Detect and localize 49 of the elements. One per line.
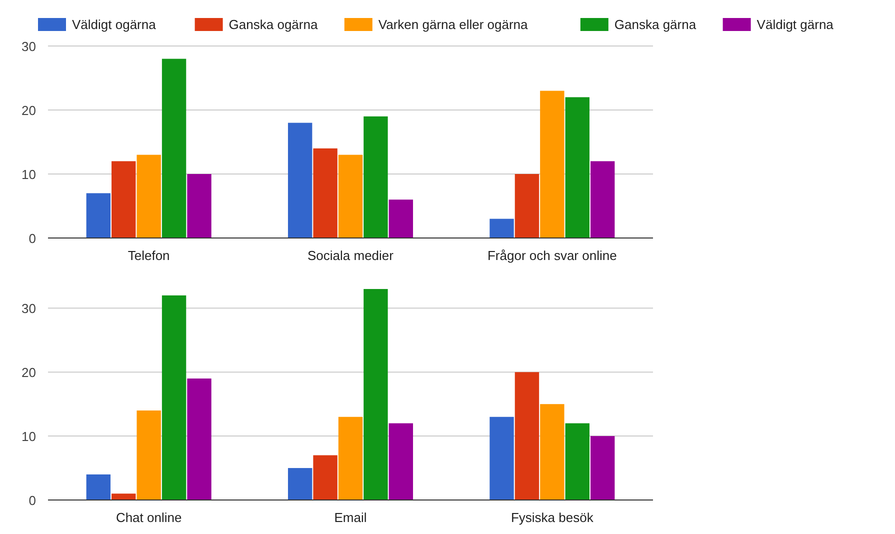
y-tick-label: 10: [22, 167, 36, 182]
bar: [313, 148, 338, 238]
bar: [540, 404, 564, 500]
bar: [565, 97, 590, 238]
x-tick-label: Email: [334, 510, 367, 525]
y-tick-label: 0: [28, 493, 36, 508]
legend-label: Väldigt gärna: [756, 17, 834, 32]
bar: [364, 289, 388, 500]
bar: [388, 423, 414, 500]
bar: [514, 174, 540, 238]
x-tick-label: Sociala medier: [308, 248, 394, 263]
bar: [288, 122, 312, 238]
bar: [490, 416, 514, 500]
y-tick-label: 30: [22, 301, 36, 316]
bar: [590, 161, 615, 238]
legend-label: Ganska ogärna: [228, 17, 318, 32]
bar: [364, 116, 388, 238]
bar: [112, 494, 136, 500]
bar: [540, 90, 564, 238]
y-tick-label: 20: [22, 365, 36, 380]
bar: [86, 474, 111, 500]
y-tick-label: 30: [22, 39, 36, 54]
legend-label: Väldigt ogärna: [72, 17, 157, 32]
bar: [112, 161, 136, 238]
y-tick-label: 10: [22, 429, 36, 444]
bar: [338, 416, 363, 500]
bar: [162, 58, 186, 238]
bar: [313, 455, 338, 500]
x-tick-label: Chat online: [116, 510, 182, 525]
legend-label: Ganska gärna: [614, 17, 697, 32]
bar: [338, 154, 363, 238]
legend-label: Varken gärna eller ogärna: [378, 17, 529, 32]
bar: [590, 436, 615, 500]
bar: [187, 378, 212, 500]
bar: [288, 468, 312, 500]
bar: [514, 372, 540, 500]
x-tick-label: Frågor och svar online: [487, 248, 617, 263]
y-tick-label: 20: [22, 103, 36, 118]
y-tick-label: 0: [28, 231, 36, 246]
bar: [187, 174, 212, 238]
bar: [565, 423, 590, 500]
bar: [162, 295, 186, 500]
bar: [136, 154, 161, 238]
x-tick-label: Telefon: [128, 248, 170, 263]
bar: [86, 193, 111, 238]
bar: [388, 200, 414, 238]
x-tick-label: Fysiska besök: [510, 510, 594, 525]
bar: [490, 218, 514, 238]
bar: [136, 410, 161, 500]
